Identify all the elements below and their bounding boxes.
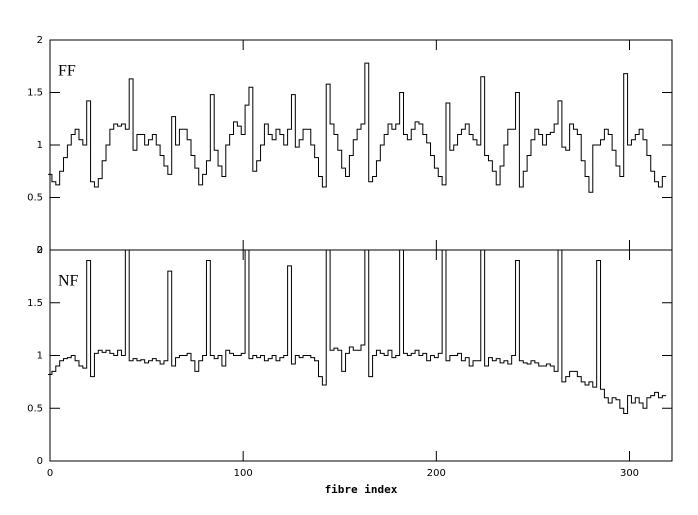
data-line: [48, 249, 667, 415]
y-tick-label: 2: [37, 245, 43, 256]
y-tick-label: 0: [37, 456, 43, 467]
x-tick-label: 100: [234, 468, 253, 479]
x-axis-label: fibre index: [325, 483, 398, 496]
y-tick-label: 1.5: [27, 298, 43, 309]
y-tick-label: 2: [37, 35, 43, 46]
x-tick-label: 300: [620, 468, 639, 479]
y-tick-label: 1.5: [27, 88, 43, 99]
data-line: [48, 62, 667, 193]
y-tick-label: 1: [37, 351, 43, 362]
y-tick-label: 0.5: [27, 403, 43, 414]
plot-frame: [49, 249, 673, 462]
y-tick-label: 0.5: [27, 193, 43, 204]
plot-frame: [49, 39, 673, 251]
y-tick-label: 0: [37, 245, 43, 256]
panel-label: NF: [58, 273, 79, 290]
panel-label: FF: [58, 63, 76, 80]
y-tick-label: 1: [37, 140, 43, 151]
x-tick-label: 0: [47, 468, 53, 479]
x-tick-label: 200: [427, 468, 446, 479]
